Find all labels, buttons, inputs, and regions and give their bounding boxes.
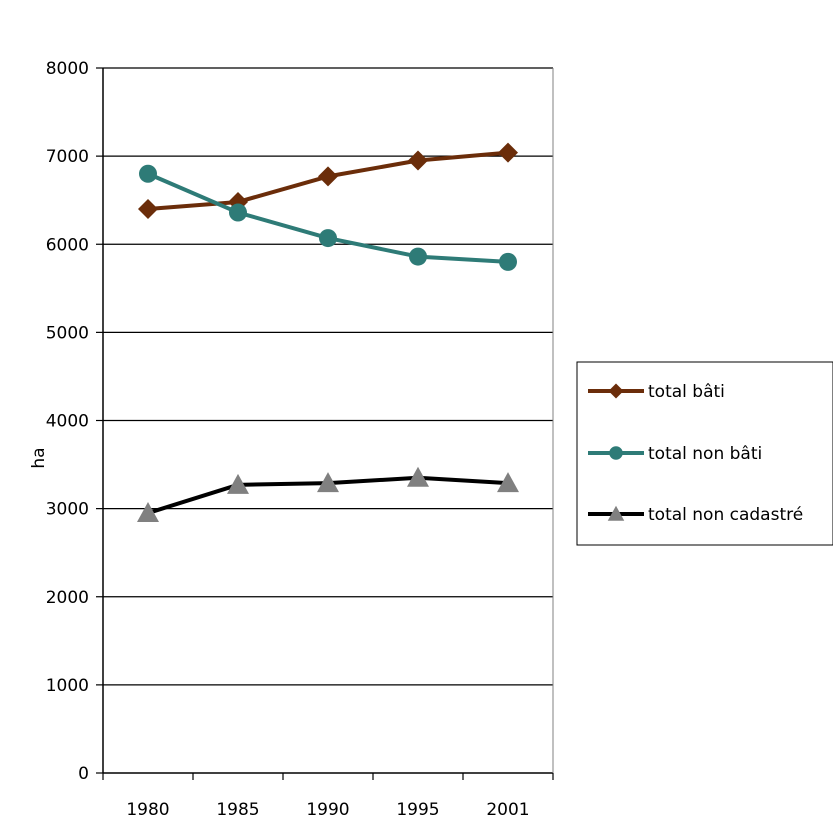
y-axis-ticks: 0 1000 2000 3000 4000 5000 6000 7000 8000 (46, 59, 103, 784)
series-markers (137, 142, 519, 523)
circle-marker (499, 252, 517, 271)
legend-label: total non cadastré (648, 505, 803, 525)
y-tick-label: 5000 (46, 323, 89, 343)
legend: total bâti total non bâti total non cadast… (576, 361, 833, 546)
triangle-marker (607, 505, 625, 521)
triangle-marker (137, 502, 159, 523)
x-tick-label: 1995 (396, 800, 439, 820)
diamond-marker (498, 142, 518, 163)
legend-items: total bâti total non bâti total non cadast… (588, 382, 803, 525)
y-axis-title: ha (29, 447, 49, 468)
y-tick-label: 1000 (46, 676, 89, 696)
x-tick-label: 1985 (216, 800, 259, 820)
x-tick-label: 2001 (486, 800, 529, 820)
y-tick-label: 0 (78, 764, 89, 784)
diamond-marker (608, 383, 624, 399)
y-tick-label: 2000 (46, 588, 89, 608)
gridlines (103, 67, 553, 686)
circle-marker (229, 203, 247, 222)
diamond-marker (318, 166, 338, 187)
diamond-marker (138, 199, 158, 219)
triangle-marker (407, 466, 429, 487)
x-axis-ticks: 1980 1985 1990 1995 2001 (102, 773, 554, 820)
y-tick-label: 6000 (46, 235, 89, 255)
y-tick-label: 7000 (46, 147, 89, 167)
y-tick-label: 4000 (46, 412, 89, 432)
circle-marker (609, 446, 623, 460)
series-line-2 (147, 171, 509, 264)
circle-marker (139, 164, 157, 183)
triangle-marker (497, 472, 519, 493)
y-tick-label: 3000 (46, 500, 89, 520)
x-tick-label: 1990 (306, 800, 349, 820)
circle-marker (409, 247, 427, 266)
x-tick-label: 1980 (126, 800, 169, 820)
legend-label: total non bâti (648, 444, 762, 464)
y-tick-label: 8000 (46, 59, 89, 79)
triangle-marker (227, 473, 249, 494)
legend-label: total bâti (648, 382, 725, 402)
circle-marker (319, 229, 337, 248)
triangle-marker (317, 472, 339, 493)
diamond-marker (408, 150, 428, 171)
